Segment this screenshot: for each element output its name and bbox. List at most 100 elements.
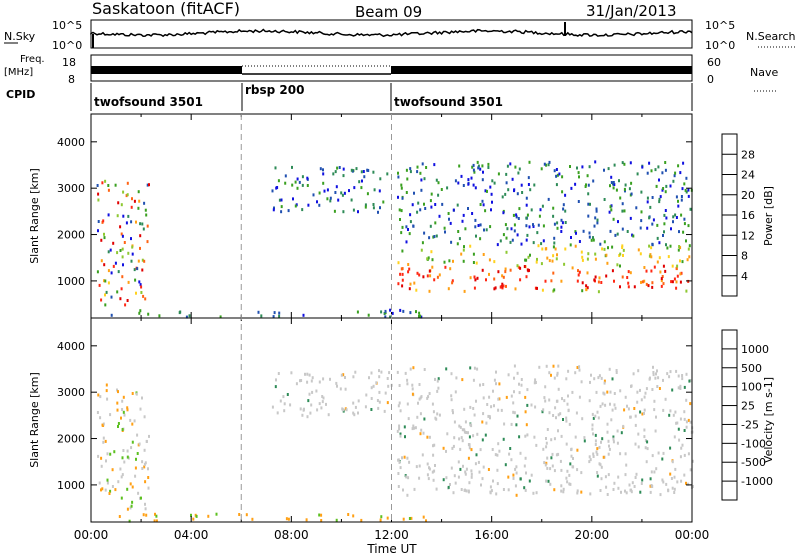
data-cell	[419, 396, 422, 400]
data-cell	[418, 383, 421, 386]
data-cell	[99, 416, 102, 420]
data-cell	[658, 178, 660, 182]
data-cell	[681, 187, 684, 191]
data-cell	[519, 266, 522, 270]
data-cell	[397, 171, 399, 175]
data-cell	[607, 167, 610, 171]
data-cell	[639, 252, 642, 256]
data-cell	[679, 259, 681, 263]
data-cell	[677, 204, 680, 208]
data-cell	[588, 399, 591, 403]
data-cell	[409, 170, 412, 174]
data-cell	[472, 183, 475, 187]
data-cell	[406, 177, 409, 181]
data-cell	[640, 190, 643, 194]
data-cell	[671, 460, 674, 464]
data-cell	[634, 414, 637, 418]
data-cell	[680, 198, 683, 202]
data-cell	[559, 459, 562, 463]
data-cell	[429, 199, 432, 203]
data-cell	[688, 379, 691, 383]
data-cell	[412, 424, 415, 428]
data-cell	[650, 169, 653, 173]
data-cell	[677, 199, 679, 203]
data-cell	[594, 160, 597, 164]
data-cell	[609, 205, 612, 209]
data-cell	[347, 513, 350, 516]
data-cell	[611, 408, 614, 412]
data-cell	[601, 247, 604, 251]
data-cell	[462, 213, 465, 217]
data-cell	[656, 260, 659, 264]
data-cell	[676, 421, 679, 425]
data-cell	[609, 184, 611, 188]
data-cell	[673, 491, 676, 494]
data-cell	[578, 175, 580, 179]
data-cell	[505, 250, 508, 254]
data-cell	[475, 453, 478, 457]
data-cell	[401, 267, 404, 271]
data-cell	[146, 224, 149, 228]
data-cell	[598, 445, 601, 449]
data-cell	[431, 402, 434, 406]
data-cell	[283, 409, 286, 413]
data-cell	[657, 376, 660, 380]
data-cell	[655, 372, 657, 376]
data-cell	[470, 176, 473, 180]
data-cell	[685, 481, 687, 485]
data-cell	[648, 254, 651, 258]
data-cell	[658, 197, 661, 201]
data-cell	[560, 230, 563, 233]
data-cell	[420, 428, 423, 432]
data-cell	[426, 435, 429, 439]
data-cell	[658, 200, 661, 204]
data-cell	[591, 423, 594, 427]
data-cell	[135, 457, 137, 461]
data-cell	[296, 177, 299, 181]
data-cell	[464, 227, 467, 231]
data-cell	[404, 371, 407, 375]
data-cell	[674, 213, 677, 217]
data-cell	[134, 278, 137, 282]
data-cell	[644, 439, 647, 443]
data-cell	[637, 432, 640, 436]
data-cell	[104, 439, 107, 443]
data-cell	[368, 376, 370, 380]
data-cell	[517, 265, 520, 269]
data-cell	[514, 467, 517, 471]
data-cell	[677, 374, 680, 378]
data-cell	[540, 262, 543, 266]
data-cell	[505, 181, 508, 185]
data-cell	[659, 195, 662, 199]
data-cell	[117, 480, 120, 484]
data-cell	[443, 226, 446, 230]
data-cell	[544, 463, 547, 467]
data-cell	[550, 279, 553, 283]
data-cell	[388, 371, 391, 375]
data-cell	[445, 476, 448, 480]
data-cell	[644, 446, 647, 450]
data-cell	[103, 232, 105, 236]
data-cell	[107, 184, 110, 187]
data-cell	[603, 168, 605, 172]
data-cell	[126, 181, 129, 185]
data-cell	[284, 174, 287, 178]
data-cell	[272, 315, 275, 319]
data-cell	[577, 200, 580, 203]
y-tick-label: 1000	[57, 479, 85, 492]
data-cell	[646, 440, 649, 444]
data-cell	[143, 462, 146, 466]
data-cell	[322, 168, 324, 172]
data-cell	[581, 165, 584, 169]
data-cell	[683, 182, 686, 186]
data-cell	[399, 218, 401, 221]
data-cell	[615, 371, 618, 374]
data-cell	[513, 411, 516, 415]
data-cell	[462, 248, 465, 252]
data-cell	[604, 475, 607, 479]
data-cell	[117, 422, 120, 425]
data-cell	[632, 234, 635, 238]
data-cell	[379, 518, 382, 522]
data-cell	[527, 255, 530, 259]
